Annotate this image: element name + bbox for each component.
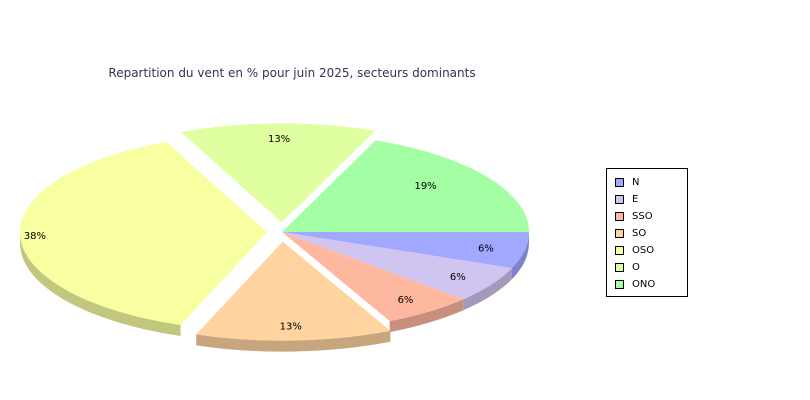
data-label-so: 13% xyxy=(280,322,302,333)
legend-label: E xyxy=(632,194,639,205)
pie-slice-ono xyxy=(282,140,529,232)
pie-wall-oso xyxy=(20,232,181,337)
pie-wall-sso xyxy=(389,299,464,333)
pie-side-walls xyxy=(20,232,529,352)
chart-title: Repartition du vent en % pour juin 2025,… xyxy=(108,66,476,80)
pie-wall-so xyxy=(196,330,391,352)
pie-slice-oso xyxy=(20,141,268,326)
pie-wall-e xyxy=(463,268,512,311)
data-label-n: 6% xyxy=(478,243,494,254)
pie-slice-sso xyxy=(282,232,464,322)
pie-slices xyxy=(20,123,529,341)
pie-slice-o xyxy=(181,123,376,223)
data-label-o: 13% xyxy=(268,134,290,145)
legend-swatch xyxy=(615,178,624,187)
pie-slice-n xyxy=(282,232,529,269)
pie-slice-so xyxy=(196,241,391,341)
legend-label: N xyxy=(632,177,640,188)
legend-swatch xyxy=(615,195,624,204)
pie-wall-n xyxy=(511,232,529,280)
legend-swatch xyxy=(615,229,624,238)
pie-slice-e xyxy=(282,232,512,300)
data-label-oso: 38% xyxy=(24,231,46,242)
legend-label: O xyxy=(632,262,640,273)
legend-swatch xyxy=(615,212,624,221)
data-label-e: 6% xyxy=(450,272,466,283)
pie-data-labels: 6% 6% 6% 13% 38% 13% 19% xyxy=(24,134,494,332)
legend-swatch xyxy=(615,280,624,289)
data-label-sso: 6% xyxy=(398,295,414,306)
legend-label: SO xyxy=(632,228,647,239)
legend-swatch xyxy=(615,263,624,272)
legend-label: SSO xyxy=(632,211,653,222)
chart-legend: N E SSO SO OSO O ONO xyxy=(606,168,688,297)
legend-swatch xyxy=(615,246,624,255)
legend-label: OSO xyxy=(632,245,655,256)
legend-label: ONO xyxy=(632,279,656,290)
data-label-ono: 19% xyxy=(414,181,436,192)
